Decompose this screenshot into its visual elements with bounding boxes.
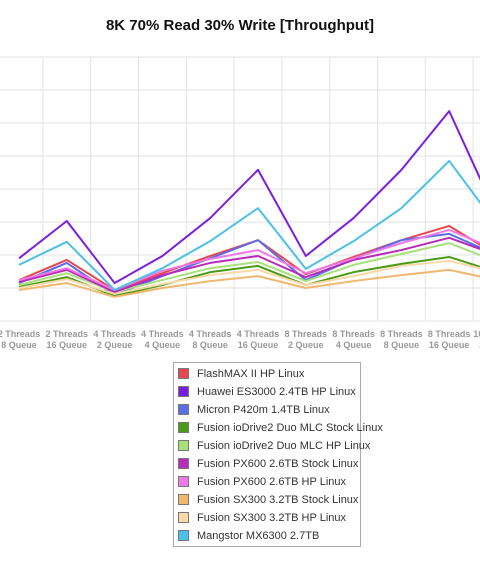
series-line xyxy=(18,236,480,293)
legend-item: FlashMAX II HP Linux xyxy=(178,367,304,381)
legend-swatch xyxy=(178,440,189,451)
legend-item: Mangstor MX6300 2.7TB xyxy=(178,529,319,543)
legend-item: Micron P420m 1.4TB Linux xyxy=(178,403,330,417)
legend-label: Huawei ES3000 2.4TB HP Linux xyxy=(197,386,356,398)
legend-swatch xyxy=(178,386,189,397)
legend-swatch xyxy=(178,458,189,469)
x-tick-label: 4 Threads 2 Queue xyxy=(93,329,136,350)
legend-label: Fusion SX300 3.2TB Stock Linux xyxy=(197,494,359,506)
series-line xyxy=(18,268,480,298)
x-tick-label: 16 Threads 2 Queue xyxy=(473,329,480,350)
legend-swatch xyxy=(178,404,189,415)
legend-label: Micron P420m 1.4TB Linux xyxy=(197,404,330,416)
legend-label: Fusion SX300 3.2TB HP Linux xyxy=(197,512,346,524)
x-tick-label: 8 Threads 4 Queue xyxy=(332,329,375,350)
x-tick-label: 4 Threads 8 Queue xyxy=(188,329,232,350)
x-tick-label: 8 Threads 2 Queue xyxy=(284,329,328,350)
legend-item: Fusion PX600 2.6TB HP Linux xyxy=(178,475,346,489)
x-tick-label: 4 Threads 4 Queue xyxy=(141,329,184,350)
legend-label: FlashMAX II HP Linux xyxy=(197,368,305,380)
legend-item: Fusion SX300 3.2TB HP Linux xyxy=(178,511,346,525)
legend-swatch xyxy=(178,494,189,505)
x-tick-label: 4 Threads 16 Queue xyxy=(236,329,280,350)
legend-label: Fusion ioDrive2 Duo MLC HP Linux xyxy=(197,440,371,452)
legend-swatch xyxy=(178,422,189,433)
legend: FlashMAX II HP Linux Huawei ES3000 2.4TB … xyxy=(173,362,383,547)
legend-item: Fusion ioDrive2 Duo MLC HP Linux xyxy=(178,439,370,453)
legend-label: Fusion PX600 2.6TB HP Linux xyxy=(197,476,346,488)
legend-swatch xyxy=(178,512,189,523)
chart-title: 8K 70% Read 30% Write [Throughput] xyxy=(106,17,374,34)
series-line xyxy=(18,159,480,291)
legend-item: Fusion SX300 3.2TB Stock Linux xyxy=(178,493,358,507)
x-tick-label: 2 Threads 8 Queue xyxy=(0,329,41,350)
legend-swatch xyxy=(178,530,189,541)
legend-item: Fusion PX600 2.6TB Stock Linux xyxy=(178,457,358,471)
x-tick-label: 2 Threads 16 Queue xyxy=(45,329,89,350)
legend-swatch xyxy=(178,368,189,379)
series-line xyxy=(18,259,480,295)
x-tick-label: 8 Threads 16 Queue xyxy=(427,329,471,350)
legend-swatch xyxy=(178,476,189,487)
x-tick-label: 8 Threads 8 Queue xyxy=(380,329,423,350)
legend-item: Fusion ioDrive2 Duo MLC Stock Linux xyxy=(178,421,383,435)
legend-label: Fusion PX600 2.6TB Stock Linux xyxy=(197,458,359,470)
legend-item: Huawei ES3000 2.4TB HP Linux xyxy=(178,385,356,399)
legend-label: Mangstor MX6300 2.7TB xyxy=(197,530,320,542)
legend-label: Fusion ioDrive2 Duo MLC Stock Linux xyxy=(197,422,383,434)
series-line xyxy=(18,110,480,285)
series-line xyxy=(18,228,480,291)
